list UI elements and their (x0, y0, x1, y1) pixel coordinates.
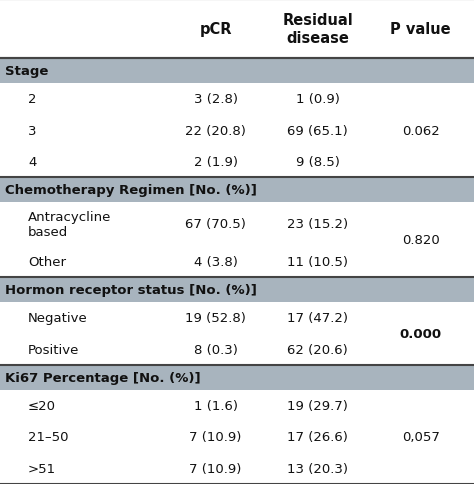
Text: 0.000: 0.000 (400, 327, 442, 340)
Text: 3 (2.8): 3 (2.8) (194, 93, 237, 106)
Text: 13 (20.3): 13 (20.3) (287, 462, 348, 475)
Bar (0, 365, 474, 390)
Text: 67 (70.5): 67 (70.5) (185, 218, 246, 231)
Bar (0, 422, 474, 453)
Text: 9 (8.5): 9 (8.5) (296, 156, 339, 168)
Bar (0, 178, 474, 203)
Text: 69 (65.1): 69 (65.1) (287, 124, 348, 137)
Text: ≤20: ≤20 (28, 399, 56, 412)
Text: 21–50: 21–50 (28, 431, 69, 443)
Text: 0.820: 0.820 (402, 234, 439, 246)
Text: Chemotherapy Regimen [No. (%)]: Chemotherapy Regimen [No. (%)] (5, 184, 257, 197)
Bar (0, 59, 474, 84)
Bar (0, 0, 474, 59)
Bar (0, 453, 474, 484)
Text: 7 (10.9): 7 (10.9) (190, 431, 242, 443)
Text: 0,057: 0,057 (402, 431, 439, 443)
Bar (0, 203, 474, 246)
Text: 11 (10.5): 11 (10.5) (287, 255, 348, 268)
Text: Stage: Stage (5, 65, 48, 78)
Text: 19 (52.8): 19 (52.8) (185, 312, 246, 324)
Text: 17 (47.2): 17 (47.2) (287, 312, 348, 324)
Text: Residual
disease: Residual disease (282, 13, 353, 45)
Text: 3: 3 (28, 124, 36, 137)
Text: 4: 4 (28, 156, 36, 168)
Text: 1 (1.6): 1 (1.6) (194, 399, 237, 412)
Text: 1 (0.9): 1 (0.9) (296, 93, 339, 106)
Bar (0, 246, 474, 277)
Text: 23 (15.2): 23 (15.2) (287, 218, 348, 231)
Text: Hormon receptor status [No. (%)]: Hormon receptor status [No. (%)] (5, 283, 257, 296)
Text: >51: >51 (28, 462, 56, 475)
Bar (0, 84, 474, 115)
Text: 22 (20.8): 22 (20.8) (185, 124, 246, 137)
Text: 7 (10.9): 7 (10.9) (190, 462, 242, 475)
Text: Negative: Negative (28, 312, 88, 324)
Text: 0.062: 0.062 (402, 124, 439, 137)
Bar (0, 277, 474, 302)
Text: Antracycline
based: Antracycline based (28, 211, 111, 238)
Bar (0, 302, 474, 333)
Text: 19 (29.7): 19 (29.7) (287, 399, 348, 412)
Text: 2: 2 (28, 93, 36, 106)
Text: 17 (26.6): 17 (26.6) (287, 431, 348, 443)
Text: 4 (3.8): 4 (3.8) (194, 255, 237, 268)
Text: 62 (20.6): 62 (20.6) (287, 343, 348, 356)
Text: 8 (0.3): 8 (0.3) (194, 343, 237, 356)
Bar (0, 147, 474, 178)
Text: 2 (1.9): 2 (1.9) (194, 156, 237, 168)
Bar (0, 333, 474, 365)
Bar (0, 115, 474, 147)
Text: P value: P value (391, 22, 451, 37)
Text: Ki67 Percentage [No. (%)]: Ki67 Percentage [No. (%)] (5, 371, 201, 384)
Text: Other: Other (28, 255, 66, 268)
Text: pCR: pCR (200, 22, 232, 37)
Text: Positive: Positive (28, 343, 79, 356)
Bar (0, 390, 474, 422)
